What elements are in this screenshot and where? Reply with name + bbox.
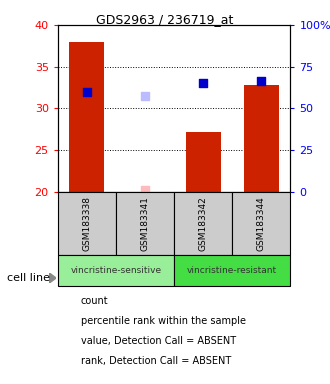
- Text: GSM183344: GSM183344: [257, 196, 266, 251]
- Text: GDS2963 / 236719_at: GDS2963 / 236719_at: [96, 13, 234, 26]
- Bar: [116, 192, 174, 255]
- Point: [201, 80, 206, 86]
- Polygon shape: [49, 273, 56, 283]
- Point: [84, 89, 89, 95]
- Text: count: count: [81, 296, 109, 306]
- Text: percentile rank within the sample: percentile rank within the sample: [81, 316, 246, 326]
- Text: GSM183338: GSM183338: [82, 196, 91, 251]
- Bar: [69, 41, 104, 192]
- Text: vincristine-sensitive: vincristine-sensitive: [70, 266, 161, 275]
- Point: [142, 93, 148, 99]
- Text: rank, Detection Call = ABSENT: rank, Detection Call = ABSENT: [81, 356, 231, 366]
- Text: value, Detection Call = ABSENT: value, Detection Call = ABSENT: [81, 336, 236, 346]
- Bar: [174, 255, 290, 286]
- Bar: [186, 132, 221, 192]
- Text: cell line: cell line: [7, 273, 50, 283]
- Bar: [174, 192, 232, 255]
- Text: vincristine-resistant: vincristine-resistant: [187, 266, 277, 275]
- Bar: [244, 85, 279, 192]
- Point: [259, 78, 264, 84]
- Bar: [58, 192, 116, 255]
- Text: GSM183342: GSM183342: [199, 196, 208, 251]
- Point: [142, 187, 148, 194]
- Bar: [58, 255, 174, 286]
- Text: GSM183341: GSM183341: [141, 196, 149, 251]
- Bar: [232, 192, 290, 255]
